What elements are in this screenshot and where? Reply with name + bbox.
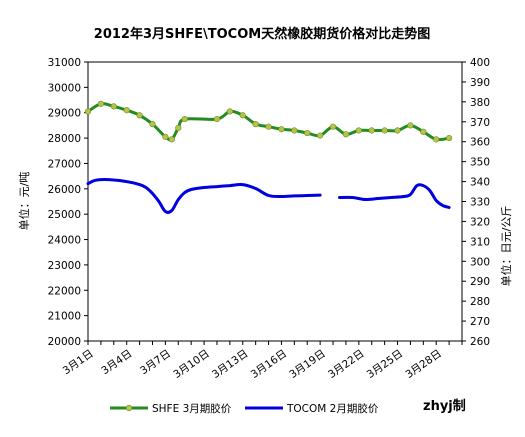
x-tick-label: 3月16日 bbox=[249, 348, 290, 381]
right-tick-label: 260 bbox=[470, 336, 490, 348]
right-axis-title: 单位：日元/公斤 bbox=[499, 206, 513, 287]
shfe-point bbox=[433, 136, 440, 143]
shfe-point bbox=[162, 133, 169, 140]
left-tick-label: 22000 bbox=[48, 285, 81, 297]
shfe-point bbox=[291, 127, 298, 134]
shfe-point bbox=[213, 115, 221, 123]
x-tick-label: 3月28日 bbox=[403, 348, 444, 381]
right-tick-label: 300 bbox=[470, 256, 490, 268]
shfe-point bbox=[446, 134, 453, 142]
shfe-point bbox=[181, 115, 188, 123]
x-tick-label: 3月22日 bbox=[326, 348, 367, 381]
right-tick-label: 400 bbox=[470, 57, 490, 69]
right-tick-label: 370 bbox=[470, 117, 490, 129]
x-axis-ticks: 3月1日 3月4日 3月7日3月10日3月13日3月16日3月19日3月22日3月2… bbox=[61, 341, 463, 381]
left-tick-label: 27000 bbox=[48, 158, 81, 170]
left-axis-ticks: 20000 21000 22000 23000 24000 25000 26000 27000… bbox=[48, 57, 88, 348]
shfe-point bbox=[329, 123, 337, 130]
chart-title: 2012年3月SHFE\TOCOM天然橡胶期货价格对比走势图 bbox=[94, 26, 430, 42]
right-tick-label: 280 bbox=[470, 296, 490, 308]
right-tick-label: 330 bbox=[470, 197, 490, 209]
shfe-point bbox=[97, 100, 104, 107]
left-tick-label: 23000 bbox=[48, 260, 81, 272]
right-tick-label: 360 bbox=[470, 137, 490, 149]
right-tick-label: 270 bbox=[470, 316, 490, 328]
left-tick-label: 25000 bbox=[48, 209, 81, 221]
shfe-point bbox=[168, 136, 175, 143]
left-tick-label: 24000 bbox=[48, 235, 81, 247]
shfe-point bbox=[317, 132, 324, 139]
right-axis-ticks: 260 270 280 290 300 310 320 330 340 350 360 370 380 3… bbox=[462, 57, 490, 348]
shfe-point bbox=[123, 107, 130, 114]
left-tick-label: 28000 bbox=[48, 133, 81, 145]
signature: zhyj制 bbox=[423, 398, 466, 414]
right-tick-label: 310 bbox=[470, 236, 490, 248]
x-tick-label: 3月19日 bbox=[287, 348, 328, 381]
left-tick-label: 29000 bbox=[48, 108, 81, 120]
shfe-point bbox=[342, 131, 350, 138]
left-tick-label: 20000 bbox=[48, 336, 81, 348]
right-tick-label: 320 bbox=[470, 216, 490, 228]
x-tick-label: 3月13日 bbox=[210, 348, 251, 381]
left-tick-label: 26000 bbox=[48, 184, 81, 196]
legend-label: TOCOM 2月期胶价 bbox=[286, 402, 379, 415]
x-tick-label: 3月10日 bbox=[171, 348, 212, 381]
left-tick-label: 31000 bbox=[48, 57, 81, 69]
x-tick-label: 3月25日 bbox=[365, 348, 406, 381]
shfe-point bbox=[368, 127, 375, 134]
shfe-point bbox=[278, 126, 285, 133]
shfe-point bbox=[394, 127, 401, 134]
left-tick-label: 21000 bbox=[48, 311, 81, 323]
shfe-point bbox=[355, 127, 362, 134]
legend-marker bbox=[125, 404, 133, 412]
shfe-point bbox=[304, 129, 311, 137]
shfe-point bbox=[149, 121, 156, 128]
shfe-point bbox=[381, 127, 388, 134]
tocom-series-line bbox=[338, 183, 451, 209]
shfe-point bbox=[265, 123, 272, 130]
shfe-point bbox=[136, 112, 143, 119]
x-tick-label: 3月7日 bbox=[138, 348, 173, 378]
right-tick-label: 390 bbox=[470, 77, 490, 89]
legend-label: SHFE 3月期胶价 bbox=[152, 402, 232, 415]
left-axis-title: 单位：元/吨 bbox=[17, 172, 31, 231]
plot-area bbox=[87, 61, 463, 342]
shfe-point bbox=[252, 121, 259, 128]
right-tick-label: 350 bbox=[470, 157, 490, 169]
right-tick-label: 340 bbox=[470, 177, 490, 189]
shfe-point bbox=[110, 103, 117, 110]
shfe-point bbox=[239, 112, 246, 119]
shfe-point bbox=[175, 124, 182, 132]
left-tick-label: 30000 bbox=[48, 82, 81, 94]
x-tick-label: 3月4日 bbox=[99, 348, 134, 378]
right-tick-label: 380 bbox=[470, 97, 490, 109]
shfe-point bbox=[84, 108, 92, 115]
shfe-point bbox=[420, 128, 427, 135]
shfe-point bbox=[226, 108, 233, 115]
right-tick-label: 290 bbox=[470, 276, 490, 288]
x-tick-label: 3月1日 bbox=[61, 348, 96, 378]
tocom-series-line bbox=[86, 178, 322, 214]
legend: SHFE 3月期胶价 TOCOM 2月期胶价 bbox=[110, 402, 379, 415]
series-group bbox=[84, 100, 453, 214]
shfe-point bbox=[407, 122, 414, 129]
